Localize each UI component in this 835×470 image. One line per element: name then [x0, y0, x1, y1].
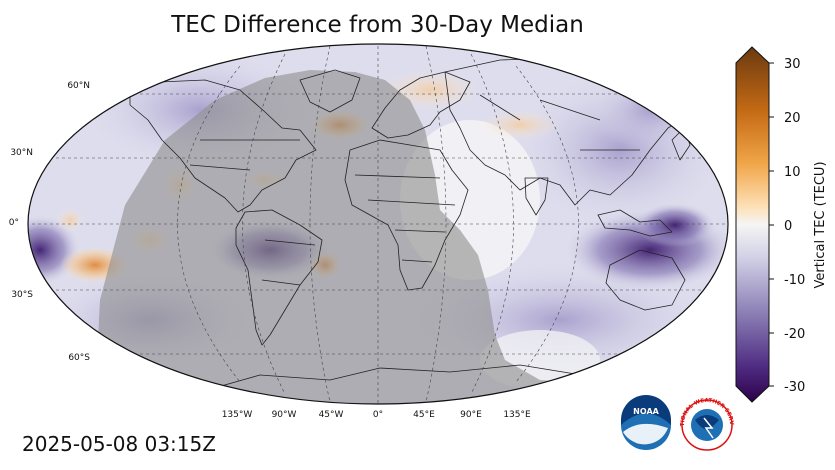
lat-label-60s: 60°S [68, 353, 90, 363]
colorbar-tick: 20 [784, 111, 801, 126]
lon-label-135e: 135°E [503, 410, 531, 420]
colorbar-body [735, 46, 770, 403]
lon-label-90w: 90°W [272, 410, 297, 420]
lon-label-45e: 45°E [413, 410, 435, 420]
colorbar: 30 20 10 0 -10 -20 -30 Vertical TEC (TEC… [735, 46, 828, 403]
colorbar-label: Vertical TEC (TECU) [813, 161, 828, 288]
timestamp: 2025-05-08 03:15Z [22, 432, 216, 456]
night-shade [30, 70, 720, 404]
noaa-logo-text: NOAA [633, 407, 659, 416]
colorbar-tick: -10 [784, 273, 805, 288]
lon-label-90e: 90°E [460, 410, 482, 420]
lon-label-45w: 45°W [319, 410, 344, 420]
colorbar-tick: -20 [784, 327, 805, 342]
lat-label-0: 0° [9, 218, 19, 228]
colorbar-tick: 0 [784, 219, 792, 234]
colorbar-tick: 30 [784, 57, 801, 72]
noaa-logo: NOAA [621, 395, 671, 450]
tec-field [28, 44, 728, 404]
globe-outline [27, 43, 729, 405]
map-title: TEC Difference from 30-Day Median [171, 12, 584, 38]
colorbar-tick: 10 [784, 165, 801, 180]
lat-label-30n: 30°N [10, 148, 33, 158]
lon-label-135w: 135°W [222, 410, 253, 420]
lon-label-0: 0° [373, 410, 383, 420]
lat-label-30s: 30°S [11, 290, 33, 300]
lat-label-60n: 60°N [67, 81, 90, 91]
colorbar-tick: -30 [784, 380, 805, 395]
